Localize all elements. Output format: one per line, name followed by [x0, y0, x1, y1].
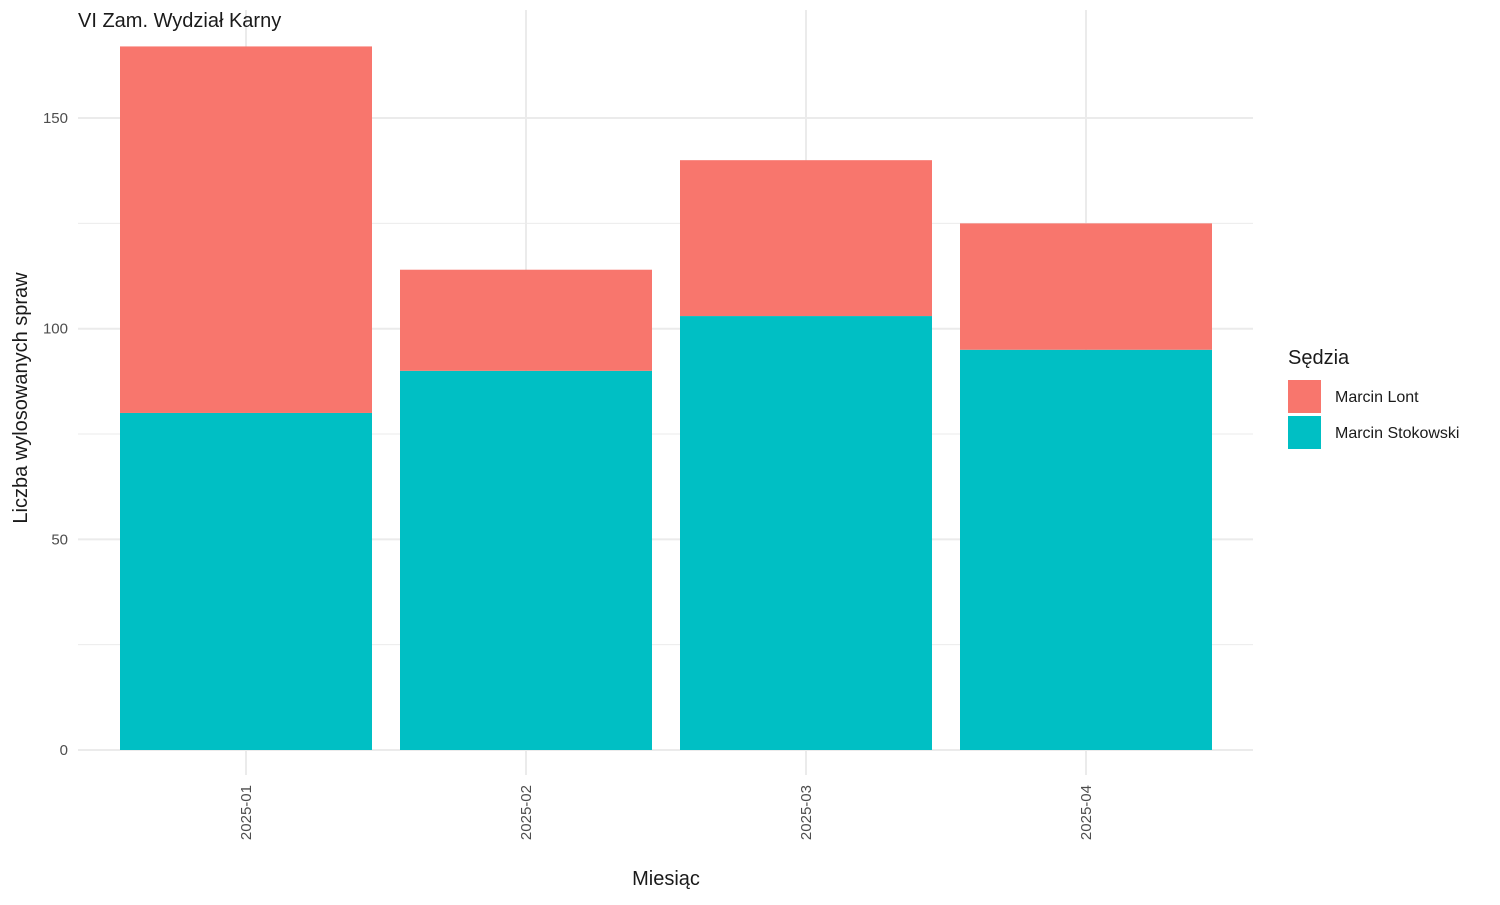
bar-segment	[400, 269, 652, 371]
legend-entries: Marcin Lont Marcin Stokowski	[1288, 380, 1459, 449]
x-tick-label: 2025-01	[238, 785, 255, 840]
legend: Sędzia Marcin Lont Marcin Stokowski	[1288, 347, 1459, 449]
chart-title: VI Zam. Wydział Karny	[78, 10, 281, 32]
x-axis-title: Miesiąc	[632, 868, 700, 890]
bar-segment	[400, 370, 652, 750]
y-tick-label: 100	[43, 321, 68, 338]
legend-label: Marcin Stokowski	[1335, 425, 1459, 442]
legend-label: Marcin Lont	[1335, 389, 1419, 406]
x-tick-label: 2025-02	[518, 785, 535, 840]
x-tick-label: 2025-04	[1078, 785, 1095, 840]
legend-title: Sędzia	[1288, 347, 1350, 369]
x-tick-label: 2025-03	[798, 785, 815, 840]
bars-layer	[120, 46, 1212, 750]
y-axis-title: Liczba wylosowanych spraw	[10, 272, 32, 524]
bar-segment	[960, 223, 1212, 350]
bar-segment	[680, 316, 932, 750]
bar-segment	[960, 349, 1212, 750]
bar-segment	[120, 46, 372, 413]
y-tick-label: 50	[51, 531, 68, 548]
y-tick-label: 0	[60, 742, 68, 759]
bar-segment	[680, 160, 932, 317]
legend-key	[1288, 416, 1321, 449]
legend-key	[1288, 380, 1321, 413]
y-tick-label: 150	[43, 110, 68, 127]
bar-segment	[120, 412, 372, 750]
axis-layer: 0 50 100 150 2025-01 2025-02 2025-03 2025-04	[43, 110, 1095, 840]
